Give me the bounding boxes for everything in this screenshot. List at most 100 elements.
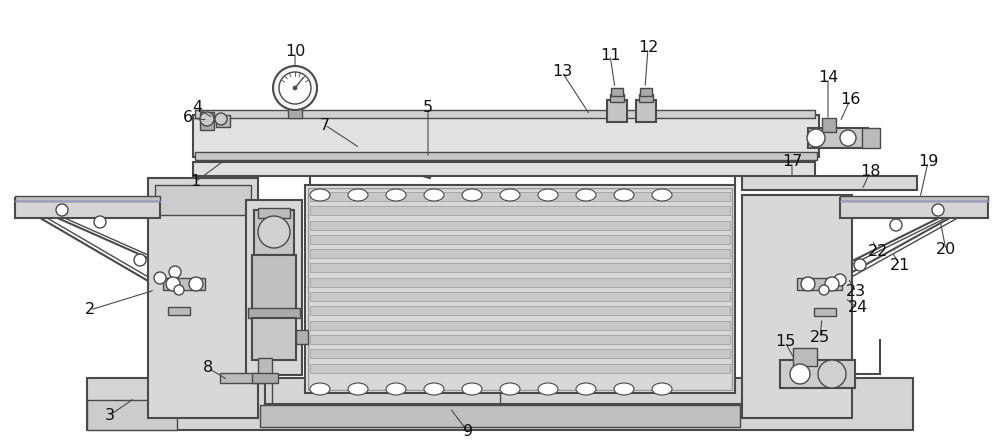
Text: 11: 11 [600,48,620,62]
Circle shape [215,113,227,125]
Bar [310,349,730,358]
Bar [822,118,836,132]
Bar [260,405,740,427]
Ellipse shape [614,189,634,201]
Bar [636,100,656,122]
Ellipse shape [538,383,558,395]
Bar [862,128,880,148]
Ellipse shape [500,189,520,201]
Bar [742,195,852,418]
Circle shape [801,277,815,291]
Bar [308,188,732,390]
Bar [258,358,272,378]
Circle shape [825,277,839,291]
Text: 14: 14 [818,70,838,86]
Circle shape [189,277,203,291]
Bar [310,306,730,315]
Bar [216,115,230,127]
Bar [611,88,623,96]
Circle shape [169,266,181,278]
Text: 25: 25 [810,330,830,346]
Bar [310,278,730,287]
Bar [310,192,730,201]
Circle shape [932,204,944,216]
Bar [310,221,730,230]
Text: 2: 2 [85,302,95,318]
Ellipse shape [462,383,482,395]
Bar [780,360,855,388]
Bar [310,206,730,215]
Bar [15,198,160,218]
Text: 13: 13 [552,65,572,79]
Ellipse shape [652,383,672,395]
Circle shape [819,285,829,295]
Circle shape [834,274,846,286]
Bar [310,249,730,258]
Bar [168,307,190,315]
Ellipse shape [614,383,634,395]
Bar [258,208,290,218]
Circle shape [890,219,902,231]
Circle shape [854,259,866,271]
Bar [808,128,868,148]
Text: 3: 3 [105,408,115,422]
Text: 24: 24 [848,301,868,315]
Bar [254,210,294,255]
Text: 12: 12 [638,41,658,55]
Bar [148,178,258,418]
Text: 10: 10 [285,45,305,59]
Bar [793,348,817,366]
Bar [607,100,627,122]
Ellipse shape [500,383,520,395]
Ellipse shape [348,189,368,201]
Ellipse shape [310,189,330,201]
Ellipse shape [310,383,330,395]
Bar [252,373,278,383]
Ellipse shape [424,383,444,395]
Circle shape [818,360,846,388]
Circle shape [200,112,214,126]
Bar [640,88,652,96]
Bar [742,176,917,190]
Bar [87,378,913,430]
Circle shape [134,254,146,266]
Text: 9: 9 [463,425,473,439]
Circle shape [154,272,166,284]
Bar [814,308,836,316]
Circle shape [279,72,311,104]
Ellipse shape [538,189,558,201]
Ellipse shape [576,189,596,201]
Ellipse shape [576,383,596,395]
Ellipse shape [386,383,406,395]
Text: 8: 8 [203,360,213,376]
Text: 4: 4 [192,100,202,116]
Ellipse shape [424,189,444,201]
Bar [252,318,296,360]
Bar [193,162,815,176]
Bar [305,185,735,393]
Text: 23: 23 [846,285,866,300]
Text: 16: 16 [840,92,860,107]
Bar [220,373,265,383]
Circle shape [174,285,184,295]
Bar [610,94,624,102]
Bar [310,321,730,330]
Text: 17: 17 [782,154,802,169]
Circle shape [293,86,297,90]
Text: 22: 22 [868,244,888,260]
Bar [252,255,296,310]
Circle shape [790,364,810,384]
Bar [310,235,730,244]
Circle shape [94,216,106,228]
Bar [310,363,730,372]
Bar [155,185,251,215]
Circle shape [273,66,317,110]
Ellipse shape [348,383,368,395]
Text: 18: 18 [860,165,880,179]
Bar [246,200,302,375]
Circle shape [258,216,290,248]
Bar [195,152,817,160]
Bar [797,278,842,290]
Ellipse shape [386,189,406,201]
Bar [193,115,819,157]
